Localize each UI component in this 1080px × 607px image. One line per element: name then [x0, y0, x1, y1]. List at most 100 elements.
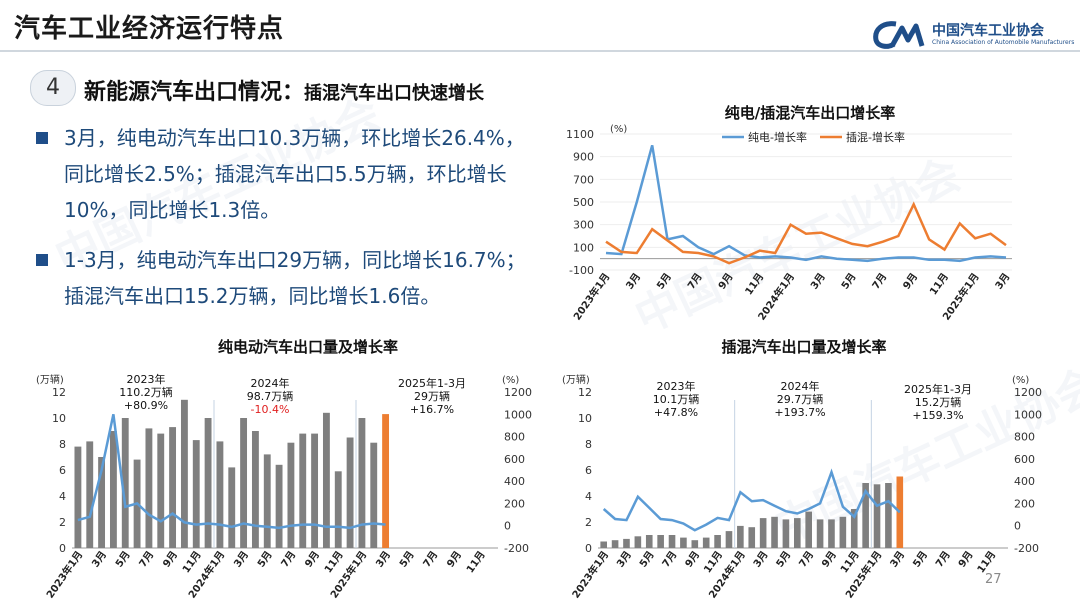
x-tick-label: 2024年1月 — [706, 548, 748, 600]
y2-axis-unit: (%) — [502, 375, 519, 386]
y2-tick-label: 0 — [504, 520, 511, 533]
export-bar — [347, 438, 354, 549]
x-tick-label: 2024年1月 — [185, 548, 227, 600]
y2-tick-label: 0 — [1014, 520, 1021, 533]
chart-title: 插混汽车出口量及增长率 — [721, 338, 886, 356]
annotation-total: 29.7万辆 — [777, 392, 824, 406]
export-bar — [169, 427, 176, 548]
export-bar — [134, 460, 141, 548]
export-bar — [252, 431, 259, 548]
x-tick-label: 7月 — [933, 549, 953, 570]
export-bar — [145, 428, 152, 548]
export-bar — [692, 540, 699, 548]
x-tick-label: 3月 — [751, 549, 771, 570]
x-tick-label: 5月 — [910, 549, 930, 570]
x-tick-label: 9月 — [302, 549, 322, 570]
y-tick-label: 0 — [585, 542, 592, 555]
x-tick-label: 2025年1月 — [842, 548, 884, 600]
export-bar — [703, 538, 710, 548]
slide-title: 汽车工业经济运行特点 — [14, 8, 284, 45]
x-tick-label: 5月 — [397, 549, 417, 570]
section-title-main: 新能源汽车出口情况： — [84, 80, 304, 105]
export-bar — [86, 441, 93, 548]
y2-tick-label: 400 — [504, 475, 525, 488]
x-tick-label: 2025年1月 — [940, 270, 982, 322]
bullet-item: 1-3月，纯电动汽车出口29万辆，同比增长16.7%；插混汽车出口15.2万辆，… — [36, 242, 526, 314]
watermark-text: 中国汽车工业协会 — [623, 139, 969, 346]
y-tick-label: 0 — [59, 542, 66, 555]
x-tick-label: 7月 — [870, 271, 890, 292]
export-bar — [714, 535, 721, 548]
y-tick-label: -100 — [569, 264, 594, 277]
export-bar — [181, 400, 188, 548]
export-bar — [216, 441, 223, 548]
x-tick-label: 3月 — [888, 549, 908, 570]
export-bar — [382, 414, 389, 548]
x-tick-label: 5月 — [113, 549, 133, 570]
export-bar — [157, 434, 164, 548]
x-tick-label: 7月 — [137, 549, 157, 570]
y2-tick-label: 600 — [1014, 453, 1035, 466]
x-tick-label: 2023年1月 — [43, 548, 85, 600]
annotation-total: 98.7万辆 — [247, 389, 294, 403]
caam-logo: 中国汽车工业协会 China Association of Automobile… — [872, 20, 1072, 52]
section-title-sub: 插混汽车出口快速增长 — [304, 83, 484, 104]
x-tick-label: 3月 — [993, 271, 1013, 292]
export-bar — [122, 418, 129, 548]
y-tick-label: 4 — [585, 490, 592, 503]
section-title: 新能源汽车出口情况：插混汽车出口快速增长 — [84, 74, 484, 106]
export-bar — [98, 457, 105, 548]
y2-tick-label: -200 — [1014, 542, 1039, 555]
x-tick-label: 5月 — [255, 549, 275, 570]
export-bar — [299, 434, 306, 548]
export-bar — [726, 531, 733, 548]
annotation-growth: +47.8% — [654, 406, 698, 419]
y-axis-unit: (万辆) — [562, 373, 590, 386]
export-bar — [680, 538, 687, 548]
export-bar — [669, 535, 676, 548]
y-tick-label: 2 — [59, 516, 66, 529]
x-tick-label: 7月 — [660, 549, 680, 570]
export-bar — [358, 418, 365, 548]
x-tick-label: 9月 — [819, 549, 839, 570]
annotation-growth: +16.7% — [410, 403, 454, 416]
export-bar — [623, 539, 630, 548]
watermark-text: 中国汽车工业协会 — [763, 349, 1080, 556]
x-tick-label: 11月 — [464, 549, 488, 575]
bullet-text: 3月，纯电动汽车出口10.3万辆，环比增长26.4%，同比增长2.5%；插混汽车… — [64, 120, 526, 228]
caam-logo-icon — [872, 20, 928, 50]
export-bar — [311, 434, 318, 548]
x-tick-label: 9月 — [683, 549, 703, 570]
export-bar — [264, 454, 271, 548]
export-bar — [193, 440, 200, 548]
y-tick-label: 6 — [585, 464, 592, 477]
bullet-text: 1-3月，纯电动汽车出口29万辆，同比增长16.7%；插混汽车出口15.2万辆，… — [64, 242, 526, 314]
y-tick-label: 700 — [573, 173, 594, 186]
section-number-badge: 4 — [30, 70, 76, 106]
y-tick-label: 500 — [573, 196, 594, 209]
export-bar — [760, 518, 767, 548]
annotation-total: 29万辆 — [414, 389, 450, 403]
growth-rate-line — [78, 414, 386, 528]
y-tick-label: 1100 — [566, 128, 594, 141]
logo-subtitle: China Association of Automobile Manufact… — [932, 39, 1074, 46]
x-tick-label: 9月 — [160, 549, 180, 570]
x-tick-label: 7月 — [421, 549, 441, 570]
chart-title: 纯电动汽车出口量及增长率 — [218, 338, 398, 356]
legend-label: 插混-增长率 — [846, 130, 905, 144]
annotation-period: 2024年 — [251, 376, 290, 390]
x-tick-label: 7月 — [797, 549, 817, 570]
x-tick-label: 2023年1月 — [570, 270, 612, 322]
export-bar — [370, 443, 377, 548]
y-tick-label: 900 — [573, 151, 594, 164]
annotation-total: 10.1万辆 — [653, 392, 700, 406]
y-tick-label: 12 — [578, 386, 592, 399]
y-tick-label: 100 — [573, 241, 594, 254]
x-tick-label: 11月 — [180, 549, 204, 575]
y2-tick-label: 200 — [504, 497, 525, 510]
x-tick-label: 11月 — [838, 549, 862, 575]
logo-name: 中国汽车工业协会 — [932, 20, 1044, 40]
y-tick-label: 10 — [578, 412, 592, 425]
annotation-period: 2025年1-3月 — [904, 382, 972, 396]
legend-label: 纯电-增长率 — [748, 130, 807, 144]
